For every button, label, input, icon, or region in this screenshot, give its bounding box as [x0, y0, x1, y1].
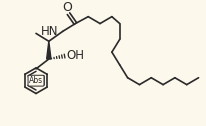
Text: O: O — [63, 1, 73, 14]
Text: Abs: Abs — [29, 76, 43, 85]
Polygon shape — [47, 41, 51, 59]
Text: OH: OH — [67, 49, 84, 62]
Text: HN: HN — [41, 25, 59, 38]
